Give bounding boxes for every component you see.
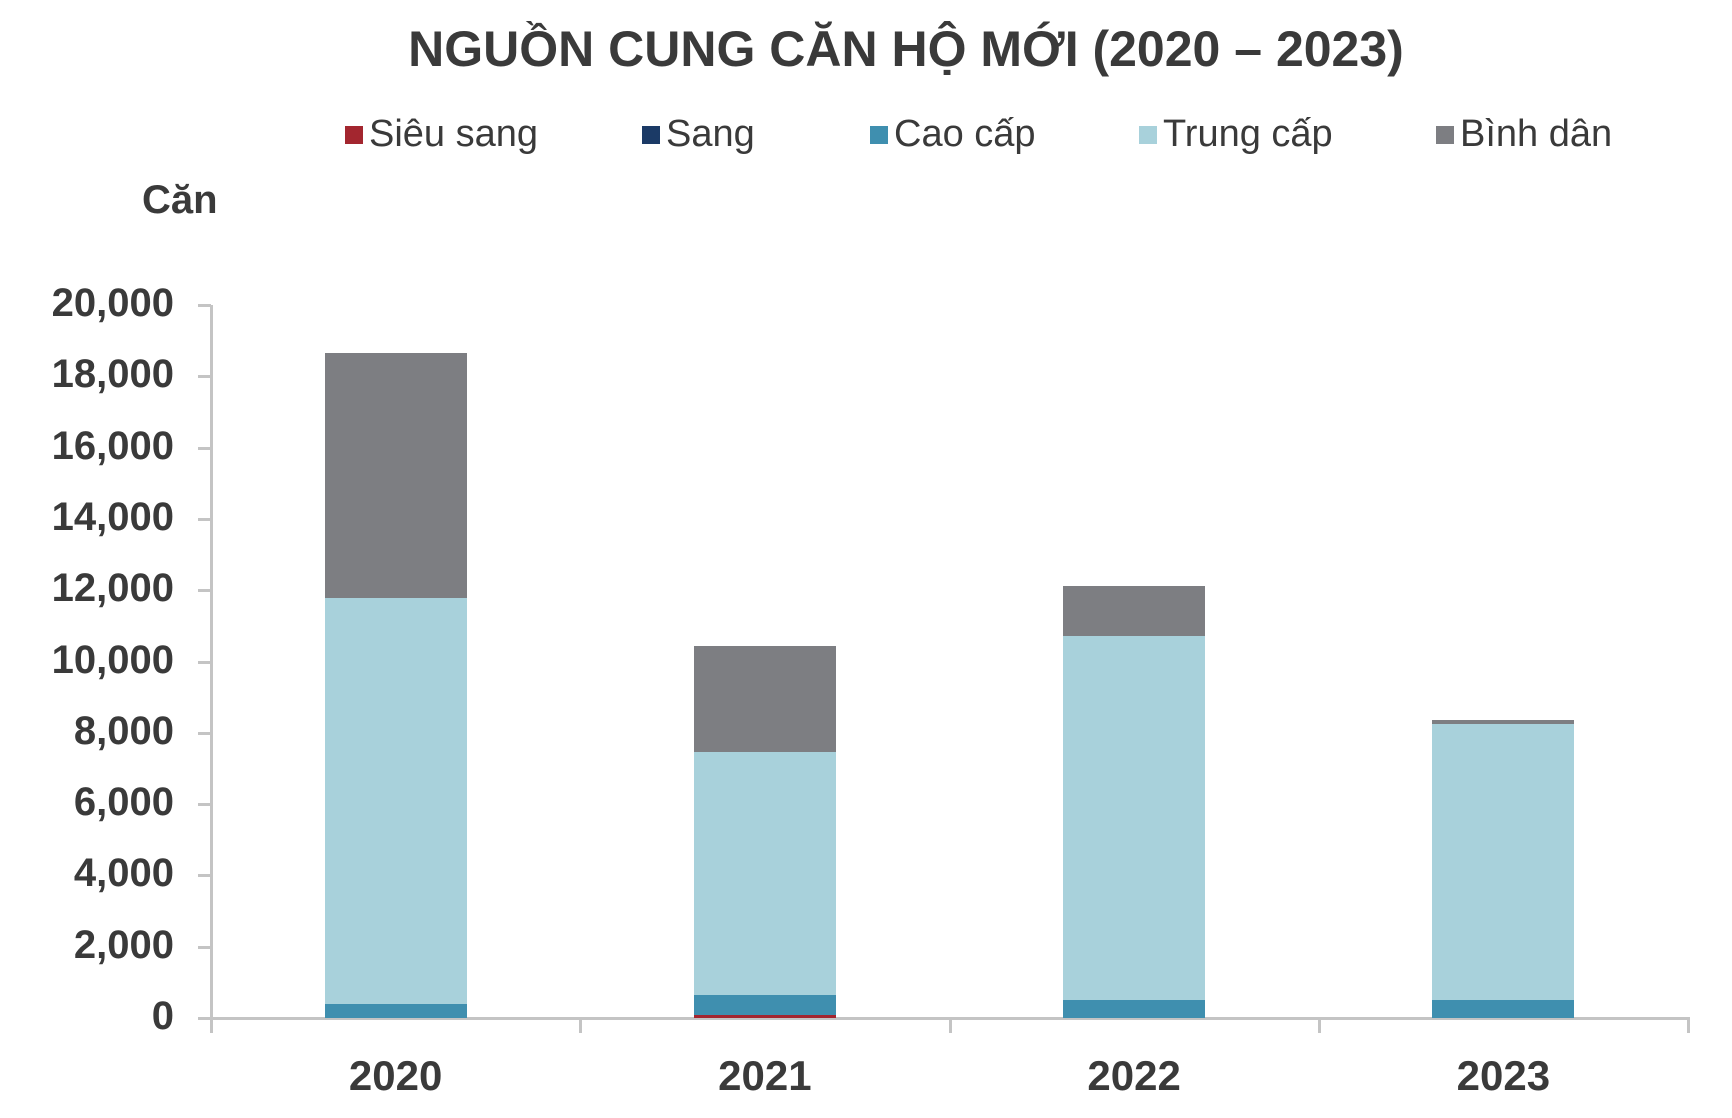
y-tick-label: 4,000 [73,851,174,896]
y-axis-unit-label: Căn [142,178,218,222]
legend-label: Cao cấp [894,113,1036,155]
y-tick-label: 2,000 [73,922,174,967]
legend-item-sieu-sang: Siêu sang [345,113,538,156]
y-tick [198,517,211,521]
legend-label: Bình dân [1460,113,1613,155]
x-tick-label: 2022 [1087,1052,1181,1099]
bar-segment-bình-dân [324,353,467,599]
x-tick [948,1018,952,1033]
bar-segment-bình-dân [693,646,836,753]
y-tick [198,446,211,450]
y-tick-label: 16,000 [51,423,174,468]
legend-item-cao-cap: Cao cấp [870,113,1036,156]
bar-segment-cao-cấp [324,1004,467,1018]
legend-swatch-icon [1139,125,1157,144]
y-tick [198,660,211,664]
y-tick-label: 8,000 [73,708,174,753]
y-tick-label: 20,000 [51,281,174,325]
bar-segment-trung-cấp [693,752,836,995]
legend-item-binh-dan: Bình dân [1436,113,1612,156]
y-tick-label: 18,000 [51,352,174,397]
y-tick-label: 12,000 [51,566,174,611]
legend-label: Siêu sang [369,113,539,155]
legend-label: Sang [666,113,755,155]
x-tick-label: 2023 [1456,1052,1551,1099]
x-tick [1687,1018,1690,1033]
y-tick [198,1017,211,1020]
y-tick-label: 6,000 [73,780,174,825]
x-tick-label: 2020 [348,1052,443,1099]
bar-segment-bình-dân [1063,585,1206,636]
legend-item-trung-cap: Trung cấp [1139,113,1333,156]
bar-segment-cao-cấp [1063,1000,1206,1018]
chart-title: NGUỒN CUNG CĂN HỘ MỚI (2020 – 2023) [408,21,1404,77]
y-tick [198,803,211,807]
bar-segment-trung-cấp [1063,635,1206,1001]
legend-swatch-icon [870,125,888,144]
bar-segment-trung-cấp [1432,723,1575,1001]
x-tick [1317,1018,1321,1033]
bar-segment-siêu-sang [693,1015,836,1018]
legend-swatch-icon [1436,125,1454,144]
x-tick [210,1018,213,1033]
legend-swatch-icon [642,125,660,144]
x-tick [579,1018,583,1033]
y-tick-label: 0 [151,994,174,1038]
y-tick [198,945,211,949]
bar-segment-bình-dân [1432,719,1575,724]
y-tick [198,589,211,593]
bar-segment-trung-cấp [324,598,467,1005]
y-tick [198,375,211,379]
bar-segment-cao-cấp [693,994,836,1016]
bar-2021 [693,305,836,1018]
y-tick-label: 10,000 [51,637,174,682]
legend-item-sang: Sang [642,113,755,156]
y-axis-line [210,305,213,1019]
legend-label: Trung cấp [1163,113,1333,155]
y-tick [198,731,211,735]
y-tick [198,304,211,307]
legend: Siêu sang Sang Cao cấp Trung cấp Bình dâ… [0,113,1732,163]
y-tick [198,874,211,878]
bar-2023 [1432,305,1575,1018]
x-tick-label: 2021 [718,1052,812,1099]
x-axis-line [198,1017,1690,1020]
bar-2022 [1063,305,1206,1018]
legend-swatch-icon [345,125,363,144]
y-tick-label: 14,000 [51,494,174,539]
bar-segment-cao-cấp [1432,1000,1575,1018]
bar-2020 [324,305,467,1018]
